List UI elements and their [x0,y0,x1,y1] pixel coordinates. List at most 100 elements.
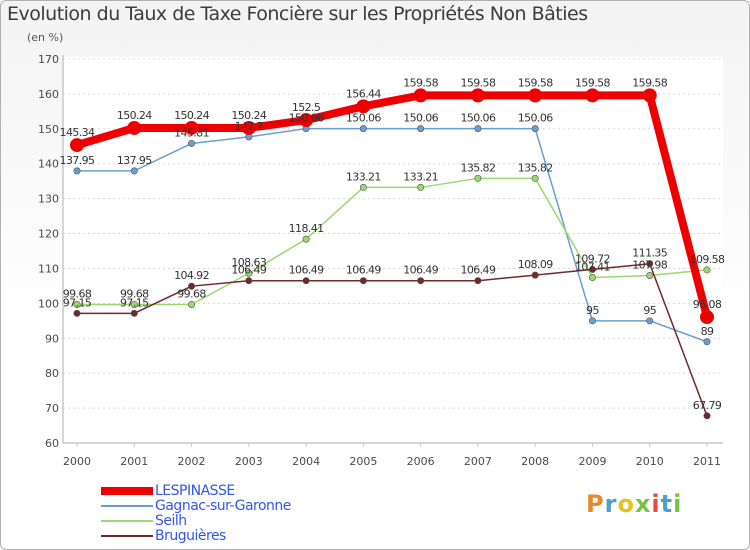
y-tick-label: 70 [45,402,59,415]
data-label-seilh: 107.41 [575,260,610,273]
data-point-brugui-res [73,309,81,317]
data-point-brugui-res [130,309,138,317]
y-tick-label: 140 [38,158,59,171]
data-point-seilh [359,183,367,191]
legend-swatch-gagnac-sur-garonne [101,505,153,507]
data-label-gagnac-sur-garonne: 145.81 [174,126,209,139]
data-point-gagnac-sur-garonne [588,317,596,325]
y-tick-label: 80 [45,367,59,380]
data-point-seilh [531,174,539,182]
legend: LESPINASSE Gagnac-sur-Garonne Seilh Bruguiè… [101,483,401,544]
logo-letter: x [634,490,652,518]
data-label-lespinasse: 159.58 [575,76,610,89]
x-tick-label: 2002 [178,455,206,468]
data-label-brugui-res: 104.92 [174,269,209,282]
data-label-lespinasse: 150.24 [231,109,266,122]
series-line-seilh [77,177,708,306]
x-tick-label: 2011 [693,455,721,468]
legend-swatch-brugui-res [101,535,153,537]
data-label-gagnac-sur-garonne: 150.06 [346,112,381,125]
line-chart: 60 70 80 90 100 110 120 130 140 150 160 170 2000 2001… [38,53,726,468]
data-point-brugui-res [359,277,367,285]
data-label-brugui-res: 106.49 [346,264,381,277]
data-point-brugui-res [474,277,482,285]
legend-label-lespinasse: LESPINASSE [155,483,235,499]
data-label-gagnac-sur-garonne: 137.95 [117,154,152,167]
logo-letter: i [673,490,683,518]
data-point-seilh [417,183,425,191]
y-tick-label: 110 [38,262,59,275]
data-label-lespinasse: 159.58 [403,76,438,89]
data-point-brugui-res [646,260,654,268]
data-point-lespinasse [184,120,199,135]
x-tick-label: 2006 [407,455,435,468]
logo-letter: t [660,490,674,518]
data-point-lespinasse [413,88,428,103]
data-point-seilh [130,300,138,308]
legend-swatch-seilh [101,520,153,522]
x-tick-label: 2007 [464,455,492,468]
data-label-lespinasse: 159.58 [460,76,495,89]
data-label-lespinasse: 159.58 [518,76,553,89]
data-point-brugui-res [302,277,310,285]
data-label-brugui-res: 109.72 [575,252,610,265]
data-label-gagnac-sur-garonne: 150.06 [289,112,324,125]
data-point-gagnac-sur-garonne [646,317,654,325]
series-line-gagnac-sur-garonne [77,127,708,343]
logo-letter: P [586,490,605,518]
data-point-seilh [302,235,310,243]
data-point-gagnac-sur-garonne [474,125,482,133]
x-tick-label: 2010 [636,455,664,468]
data-point-brugui-res [588,265,596,273]
data-point-brugui-res [531,271,539,279]
data-label-lespinasse: 150.24 [174,109,209,122]
data-label-seilh: 99.68 [177,287,206,300]
data-point-lespinasse [356,99,371,114]
y-tick-label: 100 [38,297,59,310]
data-label-gagnac-sur-garonne: 147.7 [235,120,264,133]
data-label-lespinasse: 156.44 [346,87,381,100]
x-tick-label: 2003 [235,455,263,468]
x-tick-label: 2008 [521,455,549,468]
data-label-lespinasse: 96.08 [693,298,722,311]
data-label-gagnac-sur-garonne: 137.95 [60,154,95,167]
data-label-brugui-res: 106.49 [460,264,495,277]
data-point-seilh [188,300,196,308]
data-label-seilh: 109.58 [690,253,725,266]
y-tick-label: 150 [38,123,59,136]
data-point-brugui-res [703,412,711,420]
data-label-gagnac-sur-garonne: 95 [643,304,656,317]
data-label-seilh: 135.82 [460,161,495,174]
data-point-seilh [245,269,253,277]
chart-title: Evolution du Taux de Taxe Foncière sur l… [7,3,588,25]
data-label-brugui-res: 106.49 [231,264,266,277]
legend-label-brugui-res: Bruguières [155,528,226,544]
legend-item-lespinasse: LESPINASSE [101,483,401,499]
data-point-lespinasse [241,120,256,135]
data-label-brugui-res: 111.35 [632,247,667,260]
data-label-seilh: 99.68 [120,287,149,300]
y-tick-label: 130 [38,193,59,206]
data-label-gagnac-sur-garonne: 150.06 [518,112,553,125]
data-label-gagnac-sur-garonne: 89 [701,325,714,338]
data-point-lespinasse [700,310,714,325]
data-point-gagnac-sur-garonne [703,338,711,346]
series-line-lespinasse [75,91,711,319]
legend-swatch-lespinasse [101,487,153,495]
logo-letter: i [651,490,661,518]
legend-item-brugui-res: Bruguières [101,528,401,544]
data-point-gagnac-sur-garonne [130,167,138,175]
data-label-gagnac-sur-garonne: 95 [586,304,599,317]
data-label-lespinasse: 152.5 [292,101,321,114]
data-point-seilh [474,174,482,182]
x-tick-label: 2005 [349,455,377,468]
data-label-brugui-res: 106.49 [289,264,324,277]
plot-area [63,57,723,443]
y-tick-label: 160 [38,88,59,101]
data-label-brugui-res: 97.15 [120,296,149,309]
logo-letter: r [604,490,618,518]
data-label-brugui-res: 106.49 [403,264,438,277]
y-tick-label: 90 [45,332,59,345]
y-tick-label: 170 [38,53,59,66]
